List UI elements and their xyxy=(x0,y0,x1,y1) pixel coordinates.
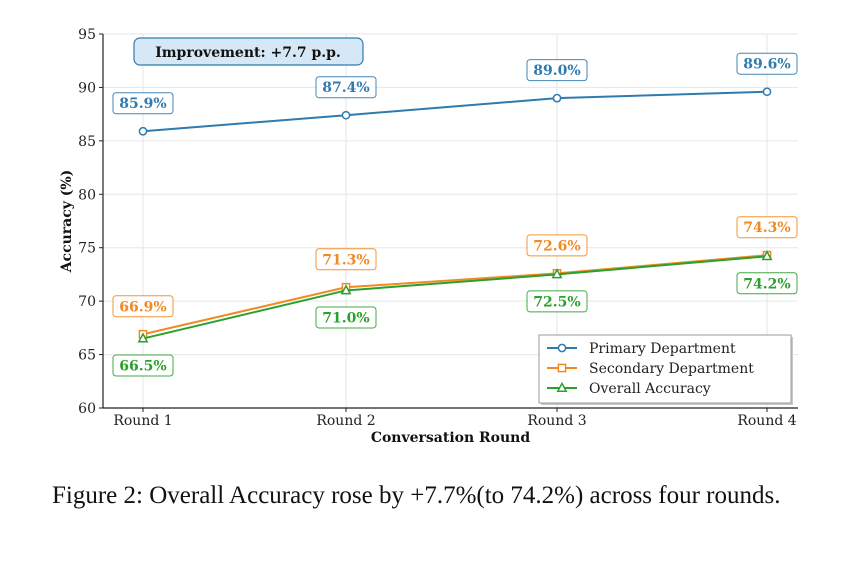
overall-accuracy-legend-label: Overall Accuracy xyxy=(589,381,711,397)
overall-accuracy-legend-marker xyxy=(556,381,568,392)
overall-accuracy-label-box xyxy=(112,354,174,377)
primary-department-line xyxy=(142,90,768,133)
overall-accuracy-point xyxy=(551,268,563,279)
y-tick-label: 60 xyxy=(78,401,96,417)
y-tick-label: 95 xyxy=(78,27,96,43)
secondary-department-label-box xyxy=(112,295,174,318)
overall-accuracy-data-label: 66.5% xyxy=(119,359,166,375)
primary-department-data-label: 89.0% xyxy=(533,63,580,79)
secondary-department-legend-marker xyxy=(557,363,567,373)
figure-caption: Figure 2: Overall Accuracy rose by +7.7%… xyxy=(52,482,781,509)
primary-department-label-box xyxy=(112,92,174,115)
primary-department-point xyxy=(552,93,562,103)
x-axis-label: Conversation Round xyxy=(371,430,531,446)
primary-department-label-box xyxy=(736,52,798,75)
secondary-department-legend-label: Secondary Department xyxy=(589,361,754,377)
secondary-department-data-label: 66.9% xyxy=(119,299,166,315)
primary-department-data-label: 89.6% xyxy=(743,57,790,73)
x-tick-label: Round 4 xyxy=(737,413,796,429)
secondary-department-label-box xyxy=(315,248,377,271)
improvement-annotation: Improvement: +7.7 p.p. xyxy=(133,37,364,66)
primary-department-legend-label: Primary Department xyxy=(589,341,736,357)
y-tick-label: 80 xyxy=(78,187,96,203)
line-chart: 60 65 70 75 80 85 90 95 Round 1 Round 2 Round 3 Rou… xyxy=(59,27,798,446)
overall-accuracy-label-box xyxy=(526,290,588,313)
improvement-text: Improvement: +7.7 p.p. xyxy=(155,45,341,61)
y-tick-label: 90 xyxy=(78,80,96,96)
secondary-department-data-label: 72.6% xyxy=(533,238,580,254)
grid xyxy=(103,33,798,409)
overall-accuracy-label-box xyxy=(736,272,798,295)
secondary-department-data-label: 74.3% xyxy=(743,220,790,236)
y-tick-label: 65 xyxy=(78,348,96,364)
y-tick-label: 70 xyxy=(78,294,96,310)
overall-accuracy-data-label: 71.0% xyxy=(322,310,369,326)
primary-department-legend-marker xyxy=(557,343,567,353)
y-tick-label: 85 xyxy=(78,134,96,150)
y-tick-label: 75 xyxy=(78,241,96,257)
primary-department-label-box xyxy=(315,76,377,99)
overall-accuracy-line xyxy=(142,255,768,340)
primary-department-label-box xyxy=(526,59,588,82)
overall-accuracy-point xyxy=(340,284,352,295)
y-axis-label: Accuracy (%) xyxy=(59,170,75,274)
overall-accuracy-data-label: 72.5% xyxy=(533,294,580,310)
primary-department-point xyxy=(341,110,351,120)
overall-accuracy-data-label: 74.2% xyxy=(743,276,790,292)
primary-department-data-label: 87.4% xyxy=(322,80,369,96)
legend: Primary Department Secondary Department Ov… xyxy=(538,334,793,405)
x-tick-label: Round 3 xyxy=(527,413,586,429)
legend-box xyxy=(538,334,792,404)
overall-accuracy-point xyxy=(137,332,149,343)
overall-accuracy-point xyxy=(761,250,773,261)
primary-department-point xyxy=(138,126,148,136)
overall-accuracy-label-box xyxy=(315,306,377,329)
secondary-department-label-box xyxy=(736,216,798,239)
x-tick-label: Round 1 xyxy=(113,413,172,429)
secondary-department-data-label: 71.3% xyxy=(322,252,369,268)
improvement-box xyxy=(133,37,364,66)
x-tick-label: Round 2 xyxy=(316,413,375,429)
primary-department-data-label: 85.9% xyxy=(119,96,166,112)
series-layer xyxy=(137,87,773,343)
secondary-department-line xyxy=(142,254,768,336)
secondary-department-label-box xyxy=(526,234,588,257)
data-labels: 85.9% 87.4% 89.0% 89.6% 66.9% 71.3% 72.6% 74.3%… xyxy=(112,52,798,377)
primary-department-point xyxy=(762,87,772,97)
axes: 60 65 70 75 80 85 90 95 Round 1 Round 2 Round 3 Rou… xyxy=(78,27,798,429)
